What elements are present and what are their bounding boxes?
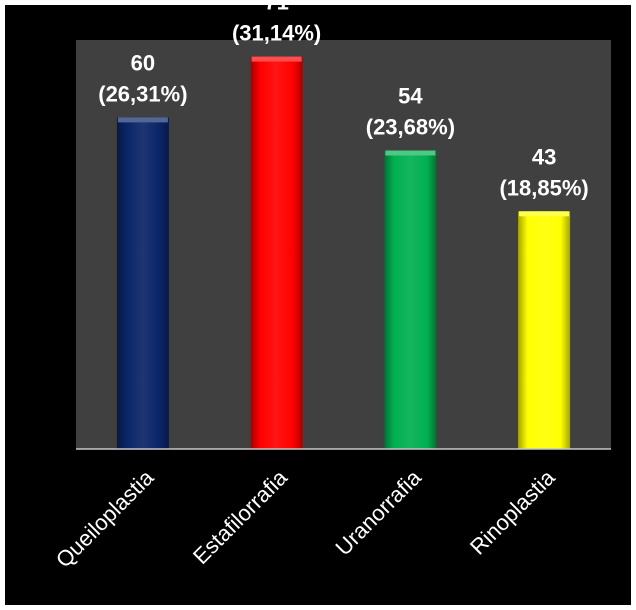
bar-top-bevel bbox=[251, 56, 302, 62]
bar-top-bevel bbox=[117, 117, 168, 123]
bar-top-bevel bbox=[385, 150, 436, 156]
data-label-group: 60 (26,31%) 71 (31,14%) 54 (23,68%) 43 (18,85%) bbox=[98, 0, 588, 200]
data-label-rinoplastia: 43 (18,85%) bbox=[499, 144, 588, 200]
data-label-estafilorrafia: 71 (31,14%) bbox=[232, 0, 321, 46]
bar-uranorrafia bbox=[384, 150, 437, 449]
bar-top-bevel bbox=[519, 211, 570, 217]
data-label-uranorrafia: 54 (23,68%) bbox=[366, 84, 455, 140]
bar-group bbox=[116, 56, 571, 450]
data-label-queiloplastia: 60 (26,31%) bbox=[98, 50, 187, 106]
bar-queiloplastia bbox=[116, 117, 169, 450]
bar-estafilorrafia bbox=[250, 56, 303, 449]
bar-rinoplastia bbox=[518, 211, 571, 449]
